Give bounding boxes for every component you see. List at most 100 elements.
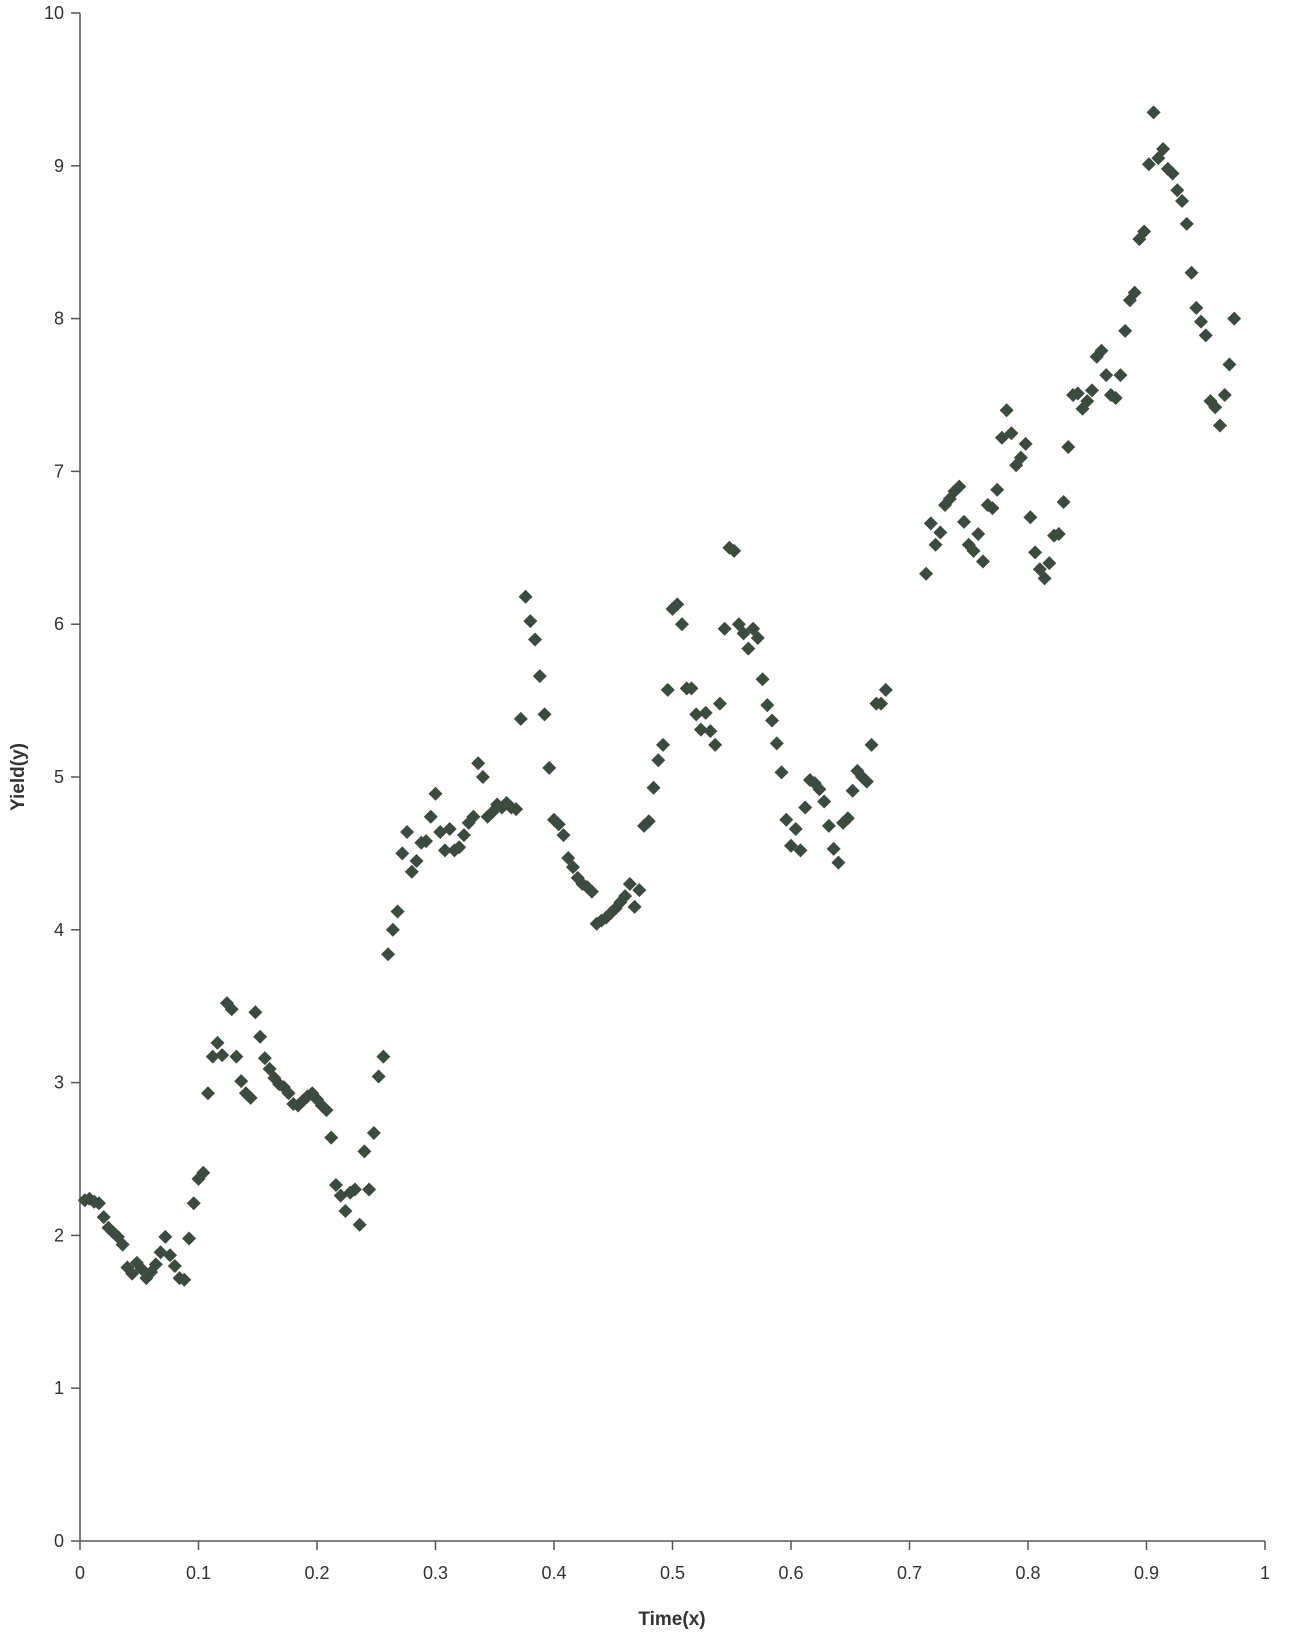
- data-point: [1170, 183, 1185, 198]
- data-point: [622, 876, 637, 891]
- data-point: [1080, 394, 1095, 409]
- data-point: [618, 889, 633, 904]
- data-point: [210, 1035, 225, 1050]
- x-tick-label: 0.2: [304, 1563, 329, 1583]
- data-point: [1084, 383, 1099, 398]
- data-point: [1146, 105, 1161, 120]
- data-point: [528, 632, 543, 647]
- scatter-points: [77, 105, 1242, 1287]
- data-point: [1108, 391, 1123, 406]
- data-point: [1208, 400, 1223, 415]
- data-point: [565, 860, 580, 875]
- data-point: [537, 707, 552, 722]
- x-tick-label: 0: [75, 1563, 85, 1583]
- data-point: [328, 1177, 343, 1192]
- data-point: [91, 1196, 106, 1211]
- data-point: [999, 403, 1014, 418]
- data-point: [933, 525, 948, 540]
- y-tick-label: 9: [54, 156, 64, 176]
- data-point: [357, 1144, 372, 1159]
- data-point: [115, 1237, 130, 1252]
- data-point: [376, 1049, 391, 1064]
- data-point: [186, 1196, 201, 1211]
- data-point: [990, 482, 1005, 497]
- data-point: [229, 1049, 244, 1064]
- data-point: [755, 672, 770, 687]
- data-point: [831, 855, 846, 870]
- data-point: [381, 947, 396, 962]
- data-point: [736, 626, 751, 641]
- data-point: [765, 713, 780, 728]
- y-tick-label: 5: [54, 767, 64, 787]
- x-tick-label: 0.5: [660, 1563, 685, 1583]
- data-point: [366, 1126, 381, 1141]
- data-point: [324, 1130, 339, 1145]
- data-point: [674, 617, 689, 632]
- data-point: [556, 828, 571, 843]
- data-point: [1028, 545, 1043, 560]
- data-point: [319, 1103, 334, 1118]
- data-point: [641, 814, 656, 829]
- data-point: [798, 800, 813, 815]
- data-point: [1113, 368, 1128, 383]
- data-point: [96, 1210, 111, 1225]
- data-point: [1018, 436, 1033, 451]
- data-point: [248, 1005, 263, 1020]
- data-point: [660, 682, 675, 697]
- x-tick-label: 0.6: [778, 1563, 803, 1583]
- data-point: [919, 566, 934, 581]
- data-point: [769, 736, 784, 751]
- y-tick-label: 4: [54, 920, 64, 940]
- data-point: [371, 1069, 386, 1084]
- data-point: [1227, 311, 1242, 326]
- data-point: [466, 809, 481, 824]
- data-point: [656, 737, 671, 752]
- data-point: [952, 479, 967, 494]
- data-point: [646, 780, 661, 795]
- data-point: [352, 1217, 367, 1232]
- data-point: [717, 621, 732, 636]
- data-point: [200, 1086, 215, 1101]
- data-point: [864, 737, 879, 752]
- data-point: [784, 838, 798, 853]
- data-point: [923, 516, 938, 531]
- data-point: [840, 811, 855, 826]
- data-point: [957, 514, 972, 529]
- data-point: [994, 430, 1009, 445]
- data-point: [793, 843, 808, 858]
- x-tick-label: 0.1: [186, 1563, 211, 1583]
- data-point: [257, 1051, 272, 1066]
- data-point: [428, 786, 443, 801]
- data-point: [167, 1258, 182, 1273]
- data-point: [419, 834, 434, 849]
- y-axis-title: Yield(y): [8, 743, 29, 811]
- data-point: [1165, 166, 1180, 181]
- data-point: [347, 1182, 362, 1197]
- x-tick-label: 0.4: [541, 1563, 566, 1583]
- data-point: [971, 527, 986, 542]
- data-point: [1222, 357, 1237, 372]
- data-point: [708, 737, 723, 752]
- x-tick-label: 0.8: [1015, 1563, 1040, 1583]
- data-point: [385, 922, 400, 937]
- data-point: [1127, 285, 1142, 300]
- data-point: [1070, 386, 1085, 401]
- data-point: [845, 783, 860, 798]
- y-tick-label: 0: [54, 1531, 64, 1551]
- data-point: [712, 696, 727, 711]
- y-tick-label: 1: [54, 1378, 64, 1398]
- data-point: [1037, 571, 1052, 586]
- data-point: [1099, 368, 1114, 383]
- data-point: [1189, 300, 1204, 315]
- data-point: [689, 707, 704, 722]
- data-point: [1156, 141, 1171, 156]
- data-point: [234, 1074, 249, 1089]
- data-point: [456, 828, 471, 843]
- data-point: [779, 812, 794, 827]
- data-point: [509, 802, 524, 817]
- data-point: [684, 681, 699, 696]
- y-tick-label: 6: [54, 614, 64, 634]
- data-point: [281, 1086, 296, 1101]
- data-point: [395, 846, 410, 861]
- y-tick-label: 3: [54, 1073, 64, 1093]
